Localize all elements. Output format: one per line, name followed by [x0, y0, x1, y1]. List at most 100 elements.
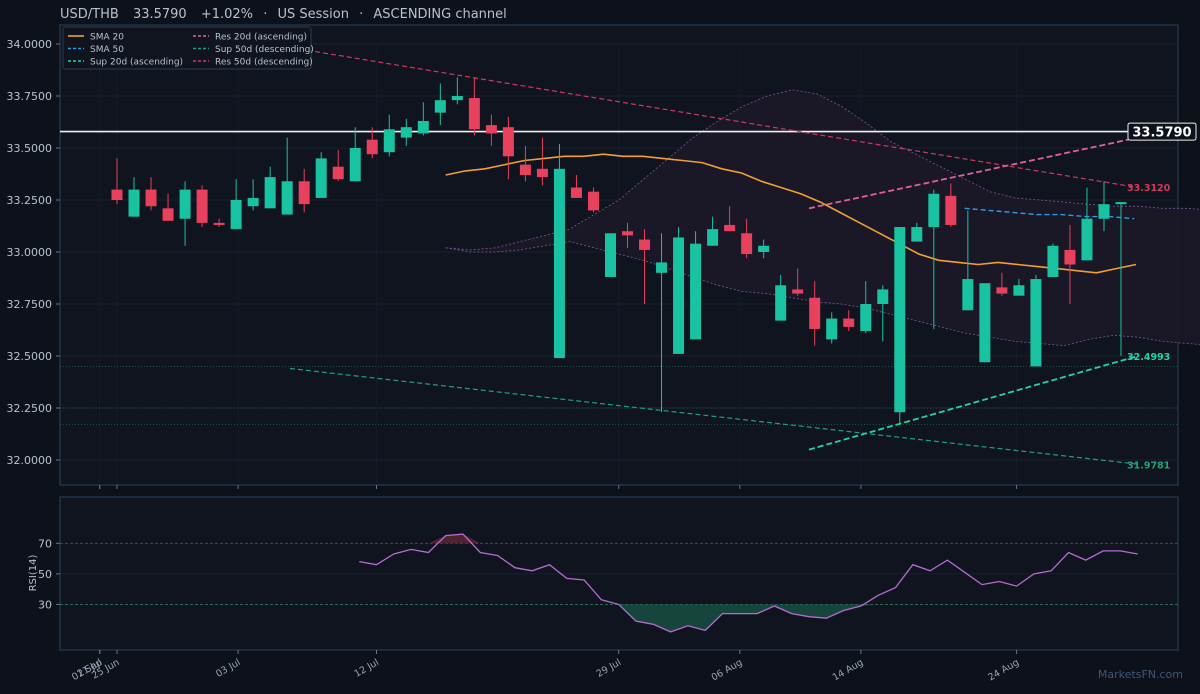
candle-body — [792, 289, 804, 294]
session-label: US Session — [277, 7, 349, 22]
candle — [758, 239, 770, 259]
bollinger-band-fill — [445, 89, 1200, 346]
rsi-line — [359, 533, 1138, 633]
sma20-line — [445, 153, 1137, 274]
candle — [400, 118, 412, 146]
sup-20d-ascending-line — [808, 355, 1138, 451]
candle-body — [673, 237, 685, 354]
candle-body — [451, 96, 463, 101]
legend-box — [62, 26, 312, 70]
candle — [264, 166, 276, 209]
candle — [315, 152, 327, 198]
candle — [1081, 187, 1093, 261]
candle — [468, 77, 480, 136]
candle — [1064, 224, 1076, 304]
sup-50d-descending-line — [289, 367, 1138, 465]
candle-body — [417, 120, 429, 134]
candle-body — [758, 245, 770, 252]
price-y-tick-label: 33.7500 — [7, 90, 53, 103]
candle-body — [1064, 249, 1076, 265]
candle — [996, 272, 1008, 296]
candle-body — [230, 200, 242, 230]
res-20d-ascending-line — [808, 136, 1138, 210]
candle — [536, 137, 548, 186]
candle — [860, 281, 872, 334]
symbol-label: USD/THB — [60, 7, 119, 22]
candle-body — [553, 168, 565, 359]
candle-body — [400, 127, 412, 138]
sma50-line — [964, 207, 1135, 220]
sup-50d-label: 31.9781 — [1127, 461, 1170, 472]
rsi-y-tick-label: 70 — [38, 537, 52, 550]
candle — [179, 181, 191, 246]
bollinger-upper-line — [445, 89, 1200, 251]
legend-label: Res 20d (ascending) — [215, 33, 307, 43]
candle — [196, 185, 208, 228]
candle-body — [979, 283, 991, 363]
candle — [826, 312, 838, 344]
candle — [247, 179, 259, 211]
candle — [1013, 279, 1025, 296]
sup-20d-label: 32.4993 — [1127, 352, 1170, 363]
candle — [1115, 202, 1127, 356]
candle-body — [741, 233, 753, 255]
candle-body — [570, 187, 582, 198]
candle — [690, 231, 702, 340]
channel-label: ASCENDING channel — [373, 7, 506, 22]
candle — [128, 177, 140, 217]
chart-title: USD/THB 33.5790 +1.02% · US Session · AS… — [60, 7, 507, 22]
candle-body — [349, 148, 361, 182]
candle — [928, 189, 940, 329]
candle-body — [128, 189, 140, 217]
candle — [792, 268, 804, 296]
candle-body — [536, 168, 548, 178]
candle — [230, 179, 242, 230]
candle — [281, 137, 293, 215]
candle-body — [622, 231, 634, 236]
candle-body — [332, 166, 344, 180]
price-y-tick-label: 33.0000 — [7, 246, 53, 259]
candle — [622, 222, 634, 248]
candle-body — [724, 224, 736, 232]
candle — [162, 193, 174, 221]
candle-body — [690, 243, 702, 340]
candle — [894, 227, 906, 425]
legend-label: Res 50d (descending) — [215, 58, 313, 68]
legend-label: SMA 50 — [90, 45, 124, 55]
candle-body — [843, 318, 855, 327]
candle — [485, 114, 497, 146]
candle — [587, 187, 599, 213]
candle — [1098, 181, 1110, 232]
candle — [145, 177, 157, 211]
candle-body — [911, 227, 923, 242]
rsi-y-tick-label: 50 — [38, 568, 52, 581]
legend-label: SMA 20 — [90, 33, 124, 43]
candle-body — [315, 158, 327, 198]
candle-body — [1030, 279, 1042, 367]
candle-body — [247, 197, 259, 207]
candle — [434, 83, 446, 126]
watermark: MarketsFN.com — [1098, 668, 1183, 681]
candle-body — [928, 193, 940, 228]
candle-body — [860, 304, 872, 332]
candle-body — [587, 191, 599, 211]
legend-label: Sup 20d (ascending) — [90, 58, 183, 68]
res-50d-descending-line — [307, 49, 1138, 189]
price-y-tick-label: 32.0000 — [7, 454, 53, 467]
candle-body — [162, 208, 174, 221]
candle-body — [485, 125, 497, 134]
candle-body — [1098, 204, 1110, 219]
candle-body — [264, 177, 276, 209]
candle — [570, 175, 582, 198]
candle — [1047, 243, 1059, 277]
candle-body — [366, 139, 378, 155]
candle-body — [996, 287, 1008, 294]
candle — [332, 150, 344, 182]
change-label: +1.02% — [201, 7, 253, 22]
rsi-overbought-fill — [359, 534, 1138, 544]
candle — [366, 127, 378, 159]
candle-body — [877, 289, 889, 304]
candle — [639, 229, 651, 304]
